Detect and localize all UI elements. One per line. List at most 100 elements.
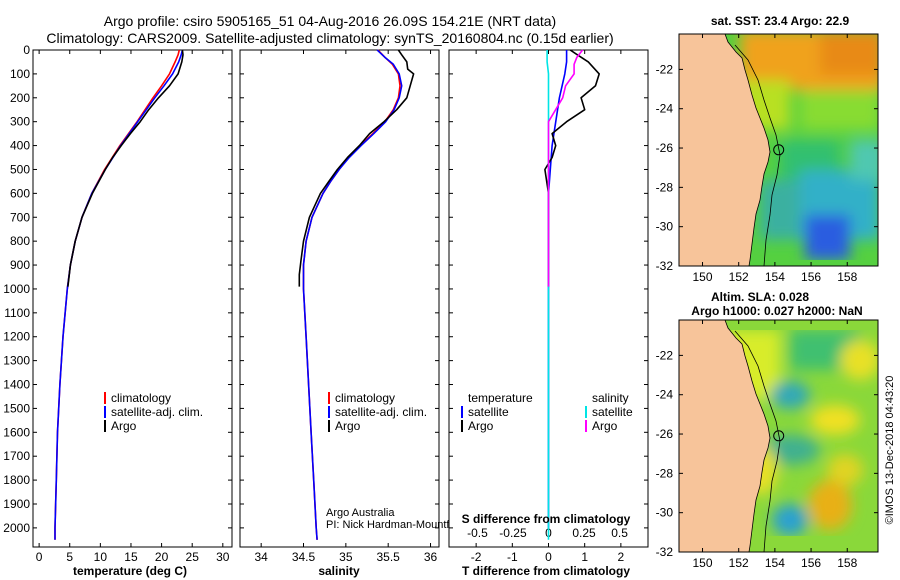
x-tick-label: 10: [94, 550, 108, 564]
s-tick-label: 0.25: [572, 526, 596, 540]
difference-depth-ticks: [449, 49, 648, 529]
legend-s-satellite-label: satellite: [592, 405, 633, 419]
x-tick-label: 30: [216, 550, 230, 564]
map-y-tick-label: -22: [656, 348, 674, 362]
x-tick-label: 20: [155, 550, 169, 564]
depth-tick-label: 1500: [3, 401, 30, 415]
sla-argo-position-marker: [773, 430, 785, 442]
depth-tick-label: 800: [10, 234, 30, 248]
x-tick-label: 35: [339, 550, 353, 564]
map-y-tick-label: -28: [656, 466, 674, 480]
map-y-tick-label: -22: [656, 62, 674, 76]
legend-satellite-label: satellite-adj. clim.: [111, 405, 203, 419]
difference-legend: temperature satellite Argo salinity sate…: [461, 391, 633, 433]
legend-salinity-title: salinity: [592, 391, 629, 405]
x-tick-label: 36: [424, 550, 438, 564]
figure-title-line1: Argo profile: csiro 5905165_51 04-Aug-20…: [104, 13, 556, 29]
map-y-tick-label: -24: [656, 102, 674, 116]
temperature-panel: 0100200300400500600700800900100011001200…: [3, 43, 233, 578]
legend-argo-label: Argo: [111, 419, 137, 433]
depth-tick-label: 1000: [3, 282, 30, 296]
argo-line: [67, 49, 184, 287]
x-tick-label: 0: [36, 550, 43, 564]
legend-temperature-title: temperature: [468, 391, 533, 405]
depth-tick-label: 300: [10, 115, 30, 129]
map-y-tick-label: -26: [656, 141, 674, 155]
sla-map-x-axis: 150 152 154 156 158: [693, 320, 858, 570]
legend-t-satellite-label: satellite: [468, 405, 509, 419]
map-y-tick-label: -32: [656, 545, 674, 559]
map-x-tick-label: 158: [837, 270, 857, 284]
sst-map-frame: [678, 33, 879, 267]
salinity-depth-ticks: [240, 49, 439, 529]
salinity-series: [298, 49, 415, 540]
depth-tick-label: 1800: [3, 473, 30, 487]
legend-s-argo-label: Argo: [592, 419, 618, 433]
x-tick-label: 0: [545, 550, 552, 564]
depth-tick-label: 1100: [4, 306, 30, 320]
x-tick-label: 34: [254, 550, 268, 564]
sst-argo-position-marker: [773, 144, 785, 156]
depth-tick-label: 900: [10, 258, 30, 272]
x-tick-label: -1: [507, 550, 518, 564]
sst-map-field: [679, 34, 878, 266]
salinity-panel: 34 34.5 35 35.5 36 climatology satellite-adj…: [239, 49, 465, 578]
depth-tick-label: 1300: [3, 354, 30, 368]
sst-map-title: sat. SST: 23.4 Argo: 22.9: [711, 14, 850, 28]
sla-map-field: [679, 320, 878, 552]
map-x-tick-label: 152: [729, 270, 749, 284]
depth-tick-label: 200: [10, 91, 30, 105]
difference-panel: -2 -1 0 1 2 -0.5 -0.25 0 0.25 0.5 temperature sa…: [448, 49, 649, 578]
legend-argo-label: Argo: [335, 419, 361, 433]
difference-x-axis: -2 -1 0 1 2: [471, 50, 625, 564]
map-y-tick-label: -24: [656, 388, 674, 402]
x-tick-label: -2: [471, 550, 482, 564]
depth-tick-label: 500: [10, 162, 30, 176]
difference-series: [544, 49, 601, 540]
map-x-tick-label: 154: [765, 270, 785, 284]
x-tick-label: 15: [124, 550, 138, 564]
temperature-plot-frame: [32, 49, 233, 548]
map-y-tick-label: -28: [656, 180, 674, 194]
depth-tick-label: 1600: [3, 425, 30, 439]
temperature-depth-axis: 0 100 200 300 400 500 600 700 800 900 1000 1100 1200…: [3, 43, 232, 535]
sst-map-panel: sat. SST: 23.4 Argo: 22.9 150 152 154 156 15…: [656, 14, 879, 284]
x-tick-label: 5: [66, 550, 73, 564]
sla-map-panel: Altim. SLA: 0.028 Argo h1000: 0.027 h200…: [656, 290, 879, 570]
difference-s-axis: -0.5 -0.25 0 0.25 0.5: [467, 526, 628, 540]
s-tick-label: 0.5: [611, 526, 628, 540]
legend-satellite-label: satellite-adj. clim.: [335, 405, 427, 419]
map-x-tick-label: 152: [729, 556, 749, 570]
depth-tick-label: 1400: [3, 378, 30, 392]
argo-line: [298, 49, 415, 287]
temperature-series: [54, 49, 184, 540]
difference-x2-label: S difference from climatology: [462, 512, 631, 526]
depth-tick-label: 0: [23, 43, 30, 57]
sst-map-x-axis: 150 152 154 156 158: [693, 34, 858, 284]
map-x-tick-label: 154: [765, 556, 785, 570]
salinity-plot-frame: [239, 49, 440, 548]
depth-tick-label: 1700: [3, 449, 30, 463]
figure-title-line2: Climatology: CARS2009. Satellite-adjuste…: [46, 30, 613, 46]
sst-map-y-axis: -22 -24 -26 -28 -30 -32: [656, 62, 878, 273]
sla-map-title-line2: Argo h1000: 0.027 h2000: NaN: [691, 304, 862, 318]
map-y-tick-label: -32: [656, 259, 674, 273]
imos-watermark: ©IMOS 13-Dec-2018 04:43:20: [884, 376, 896, 525]
salinity-legend: climatology satellite-adj. clim. Argo: [328, 391, 427, 433]
map-y-tick-label: -26: [656, 427, 674, 441]
x-tick-label: 34.5: [292, 550, 316, 564]
temperature-legend: climatology satellite-adj. clim. Argo: [104, 391, 203, 433]
map-x-tick-label: 158: [837, 556, 857, 570]
credit-line-1: Argo Australia: [326, 507, 395, 519]
sla-map-frame: [678, 319, 879, 553]
map-x-tick-label: 156: [801, 270, 821, 284]
legend-t-argo-label: Argo: [468, 419, 494, 433]
temperature-x-label: temperature (deg C): [73, 564, 187, 578]
depth-tick-label: 400: [10, 139, 30, 153]
legend-climatology-label: climatology: [335, 391, 395, 405]
map-y-tick-label: -30: [656, 220, 674, 234]
x-tick-label: 35.5: [377, 550, 401, 564]
map-x-tick-label: 150: [693, 556, 713, 570]
salinity-x-label: salinity: [318, 564, 360, 578]
